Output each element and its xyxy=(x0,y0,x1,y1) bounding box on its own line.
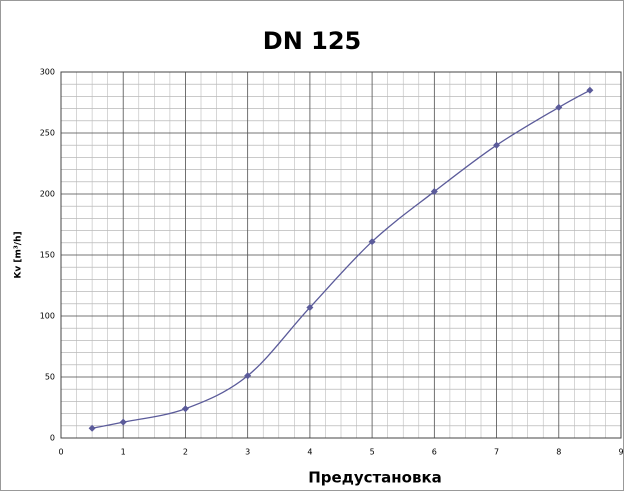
x-tick-label: 4 xyxy=(307,448,312,457)
y-tick-label: 300 xyxy=(40,68,55,77)
x-tick-label: 1 xyxy=(121,448,126,457)
x-tick-label: 7 xyxy=(494,448,499,457)
y-axis-label: Kv [m³/h] xyxy=(14,231,24,278)
marker xyxy=(368,238,376,246)
marker xyxy=(88,424,96,432)
marker xyxy=(119,418,127,426)
y-tick-label: 100 xyxy=(40,312,55,321)
marker xyxy=(244,372,252,380)
y-tick-label: 200 xyxy=(40,190,55,199)
marker xyxy=(430,188,438,196)
marker xyxy=(493,141,501,149)
marker xyxy=(181,405,189,413)
y-tick-label: 150 xyxy=(40,251,55,260)
x-tick-label: 2 xyxy=(183,448,188,457)
plot-border xyxy=(60,71,622,439)
x-tick-label: 9 xyxy=(618,448,623,457)
marker xyxy=(586,86,594,94)
marker xyxy=(306,303,314,311)
chart-title: DN 125 xyxy=(263,27,361,55)
x-tick-label: 0 xyxy=(58,448,63,457)
y-tick-label: 0 xyxy=(50,434,55,443)
x-tick-label: 5 xyxy=(370,448,375,457)
marker xyxy=(555,103,563,111)
x-axis-label: Предустановка xyxy=(308,469,442,487)
y-tick-label: 250 xyxy=(40,129,55,138)
series-line xyxy=(91,89,591,429)
y-tick-label: 50 xyxy=(45,373,55,382)
x-tick-label: 6 xyxy=(432,448,437,457)
x-tick-label: 3 xyxy=(245,448,250,457)
x-tick-label: 8 xyxy=(556,448,561,457)
